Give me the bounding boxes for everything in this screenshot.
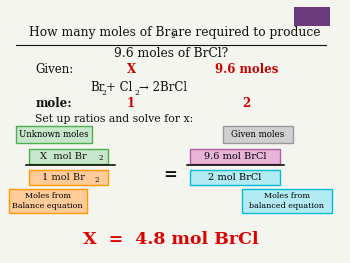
Text: 2: 2: [99, 154, 103, 162]
Text: 2: 2: [134, 89, 139, 97]
FancyBboxPatch shape: [29, 149, 108, 164]
FancyBboxPatch shape: [9, 189, 86, 213]
Text: X: X: [126, 63, 136, 76]
Text: Br: Br: [90, 81, 104, 94]
Text: Given moles: Given moles: [231, 130, 285, 139]
Text: X  mol Br: X mol Br: [40, 152, 87, 161]
Text: How many moles of Br: How many moles of Br: [29, 26, 171, 39]
Text: mole:: mole:: [35, 97, 72, 110]
Text: =: =: [164, 166, 177, 183]
FancyBboxPatch shape: [241, 189, 332, 213]
FancyBboxPatch shape: [16, 126, 91, 143]
Text: are required to produce: are required to produce: [172, 26, 321, 39]
FancyBboxPatch shape: [294, 7, 330, 26]
FancyBboxPatch shape: [190, 170, 280, 185]
FancyBboxPatch shape: [29, 170, 108, 185]
Text: 1: 1: [127, 97, 135, 110]
Text: X  =  4.8 mol BrCl: X = 4.8 mol BrCl: [83, 231, 259, 248]
Text: 2 mol BrCl: 2 mol BrCl: [208, 173, 262, 182]
Text: 2: 2: [95, 176, 99, 184]
Text: Moles from
Balance equation: Moles from Balance equation: [13, 192, 83, 210]
Text: 2: 2: [102, 89, 106, 97]
Text: → 2BrCl: → 2BrCl: [139, 81, 188, 94]
FancyBboxPatch shape: [223, 126, 293, 143]
Text: 2: 2: [171, 32, 176, 40]
Text: 9.6 mol BrCl: 9.6 mol BrCl: [204, 152, 266, 161]
Text: 2: 2: [243, 97, 251, 110]
Text: Given:: Given:: [35, 63, 74, 76]
Text: + Cl: + Cl: [106, 81, 133, 94]
Text: Moles from
balanced equation: Moles from balanced equation: [250, 192, 324, 210]
Text: Unknown moles: Unknown moles: [19, 130, 89, 139]
Text: 1 mol Br: 1 mol Br: [42, 173, 85, 182]
Text: Set up ratios and solve for x:: Set up ratios and solve for x:: [35, 114, 194, 124]
Text: 9.6 moles of BrCl?: 9.6 moles of BrCl?: [113, 47, 228, 60]
Text: 9.6 moles: 9.6 moles: [215, 63, 278, 76]
FancyBboxPatch shape: [190, 149, 280, 164]
